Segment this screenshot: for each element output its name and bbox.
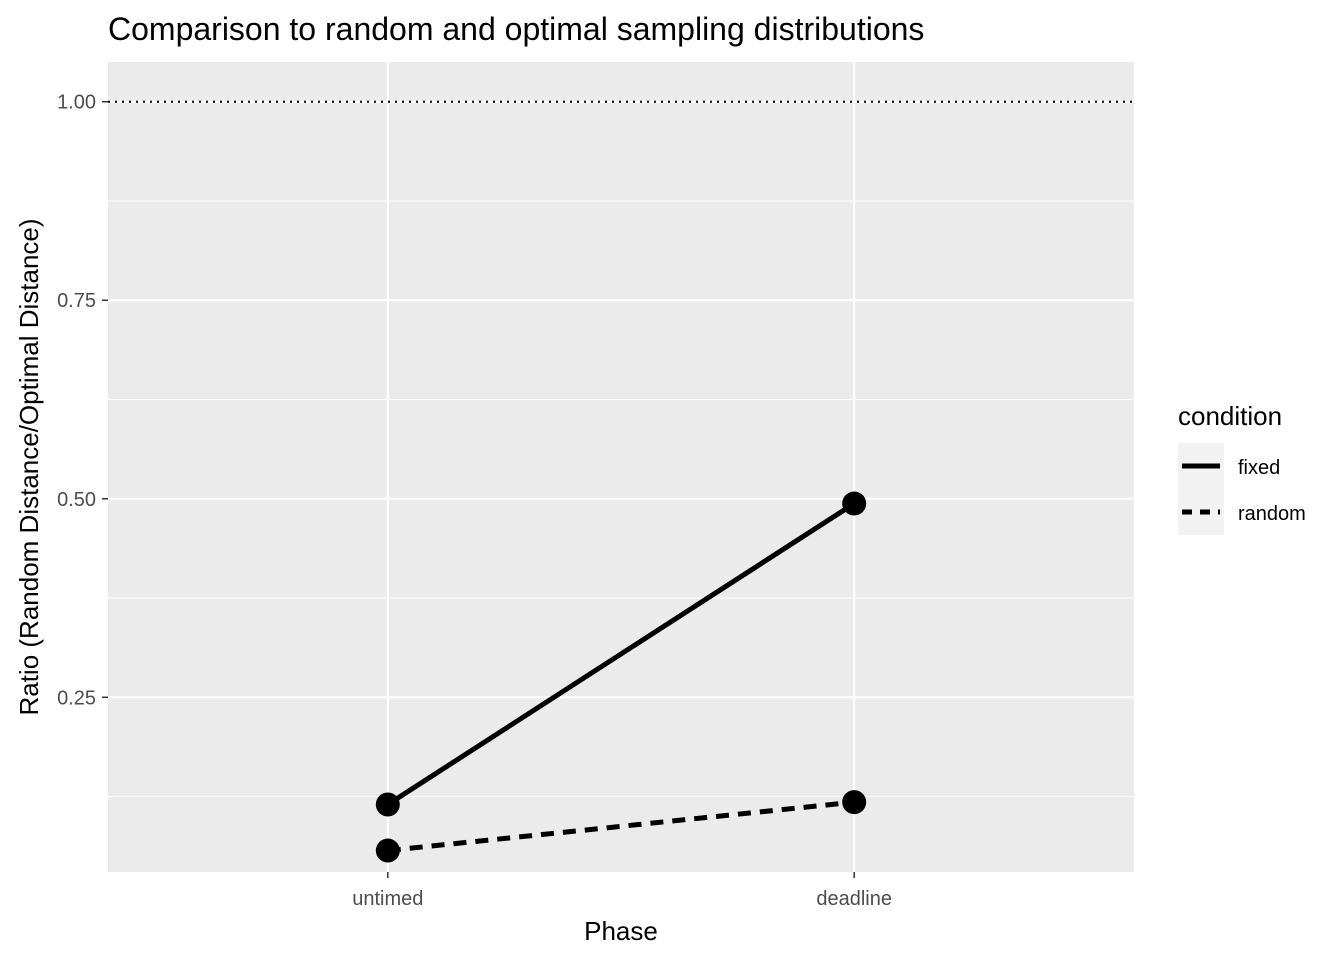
y-axis-title: Ratio (Random Distance/Optimal Distance) (14, 218, 44, 715)
y-tick-label-3: 1.00 (57, 92, 96, 114)
x-axis: untimed deadline (352, 872, 892, 910)
chart-title: Comparison to random and optimal samplin… (108, 11, 924, 47)
point-fixed-untimed (375, 792, 400, 817)
legend-title: condition (1178, 401, 1282, 431)
minor-gridlines (108, 200, 1134, 798)
y-tick-label-0: 0.25 (57, 687, 96, 709)
point-fixed-deadline (842, 491, 867, 516)
series-line-random (387, 799, 855, 854)
legend-key-background (1178, 443, 1224, 535)
y-axis: 0.25 0.50 0.75 1.00 (57, 92, 108, 709)
y-tick-label-2: 0.75 (57, 290, 96, 312)
series-line-fixed (386, 501, 856, 807)
major-gridlines (108, 62, 1134, 872)
x-axis-title: Phase (584, 916, 658, 946)
point-random-untimed (375, 838, 400, 863)
point-layer (375, 491, 867, 863)
legend-label-random: random (1238, 503, 1306, 525)
plot-panel (108, 62, 1134, 872)
legend: condition fixed random (1178, 401, 1306, 535)
point-random-deadline (842, 790, 867, 815)
legend-label-fixed: fixed (1238, 457, 1280, 479)
x-tick-label-1: deadline (816, 888, 892, 910)
x-tick-label-0: untimed (352, 888, 423, 910)
series-layer (386, 501, 856, 854)
y-tick-label-1: 0.50 (57, 489, 96, 511)
